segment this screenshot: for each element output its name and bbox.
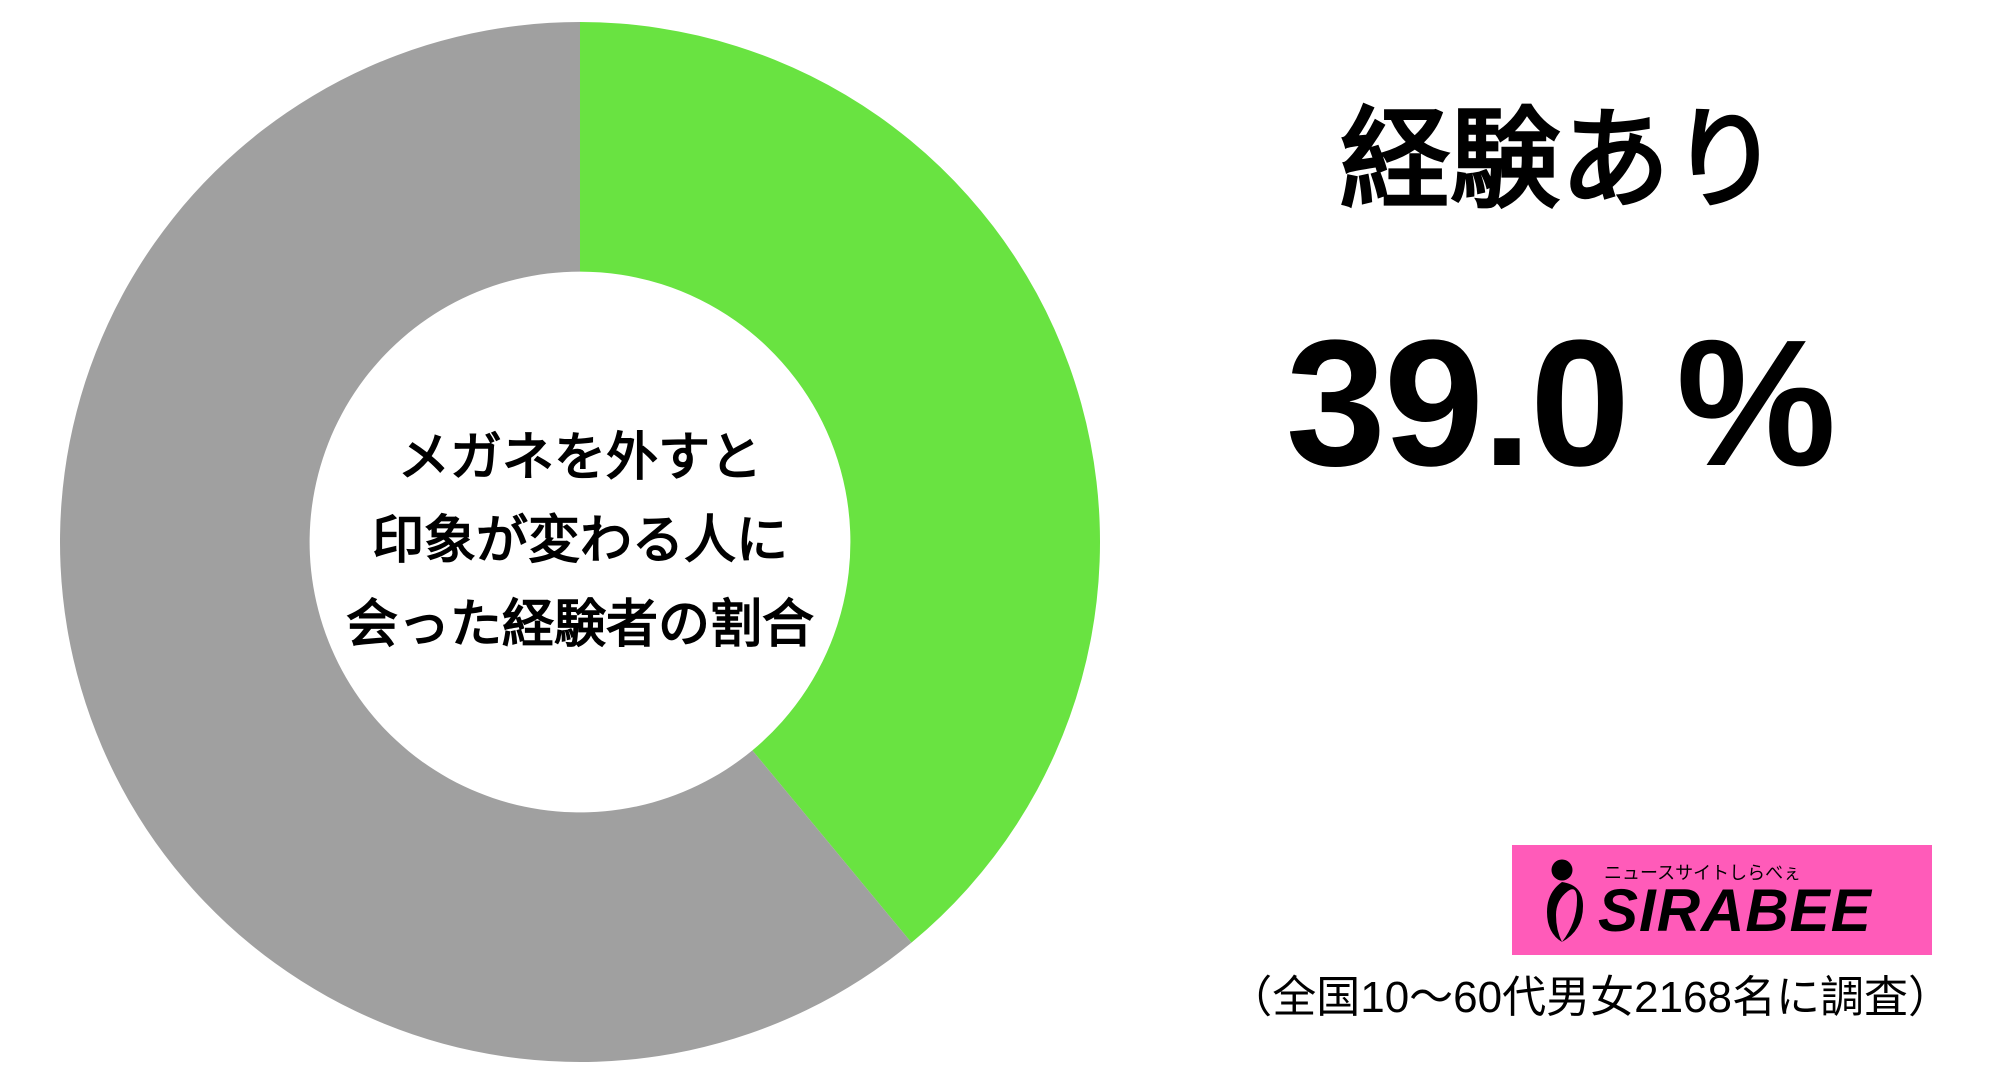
brand-text: SIRABEE xyxy=(1598,881,1872,941)
sirabee-icon xyxy=(1532,855,1592,945)
result-value: 39.0 % xyxy=(1130,300,1990,507)
result-block: 経験あり 39.0 % xyxy=(1130,70,1990,507)
donut-chart xyxy=(60,22,1100,1062)
result-label: 経験あり xyxy=(1130,70,1990,230)
survey-footnote: （全国10〜60代男女2168名に調査） xyxy=(1228,961,1952,1025)
brand-logo: ニュースサイトしらべぇ SIRABEE xyxy=(1512,845,1932,955)
